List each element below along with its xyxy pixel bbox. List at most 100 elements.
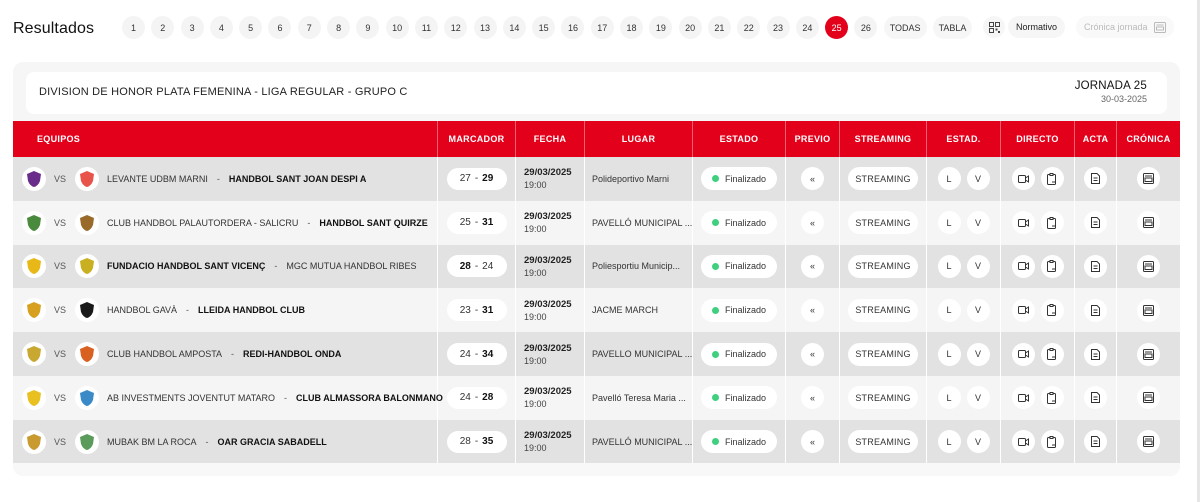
venue-cell[interactable]: Polideportivo Marni [585, 157, 693, 201]
score-pill[interactable]: 27 - 29 [446, 167, 507, 190]
streaming-button[interactable]: STREAMING [848, 298, 918, 322]
cronica-button[interactable] [1137, 386, 1160, 410]
venue-cell[interactable]: JACME MARCH [585, 288, 693, 333]
round-button-12[interactable]: 12 [444, 16, 468, 39]
acta-button[interactable] [1084, 211, 1107, 235]
live-clipboard-button[interactable] [1040, 211, 1064, 235]
local-stats-button[interactable]: L [937, 298, 961, 322]
live-clipboard-button[interactable] [1040, 342, 1064, 366]
visitor-stats-button[interactable]: V [966, 342, 990, 366]
cronica-button[interactable] [1137, 211, 1160, 235]
round-button-13[interactable]: 13 [473, 16, 497, 39]
previo-button[interactable]: « [801, 211, 824, 235]
previo-button[interactable]: « [801, 254, 824, 278]
live-video-button[interactable] [1011, 430, 1035, 454]
round-button-7[interactable]: 7 [297, 16, 321, 39]
streaming-button[interactable]: STREAMING [848, 254, 918, 278]
streaming-button[interactable]: STREAMING [848, 342, 918, 366]
page-scrollbar[interactable] [1197, 0, 1200, 502]
cronica-button[interactable] [1137, 342, 1160, 366]
round-button-14[interactable]: 14 [502, 16, 526, 39]
cronica-button[interactable] [1137, 167, 1160, 191]
qr-grid-button[interactable] [983, 16, 1005, 38]
round-button-18[interactable]: 18 [620, 16, 644, 39]
local-stats-button[interactable]: L [937, 342, 961, 366]
round-button-10[interactable]: 10 [385, 16, 409, 39]
live-video-button[interactable] [1011, 254, 1035, 278]
acta-button[interactable] [1084, 167, 1107, 191]
round-button-9[interactable]: 9 [356, 16, 380, 39]
streaming-button[interactable]: STREAMING [848, 430, 918, 454]
venue-name[interactable]: Pavelló Teresa Maria ... [592, 392, 686, 403]
acta-button[interactable] [1084, 430, 1107, 454]
streaming-button[interactable]: STREAMING [848, 386, 918, 410]
visitor-stats-button[interactable]: V [966, 386, 990, 410]
home-team-name[interactable]: CLUB HANDBOL AMPOSTA [107, 349, 223, 360]
round-button-20[interactable]: 20 [678, 16, 702, 39]
round-button-11[interactable]: 11 [414, 16, 438, 39]
visitor-stats-button[interactable]: V [966, 254, 990, 278]
round-button-16[interactable]: 16 [561, 16, 585, 39]
cronica-button[interactable] [1137, 298, 1160, 322]
live-clipboard-button[interactable] [1040, 254, 1064, 278]
round-button-15[interactable]: 15 [532, 16, 556, 39]
venue-cell[interactable]: PAVELLO MUNICIPAL ... [585, 332, 693, 376]
visitor-stats-button[interactable]: V [966, 211, 990, 235]
score-pill[interactable]: 24 - 28 [446, 386, 507, 409]
away-team-name[interactable]: HANDBOL SANT QUIRZE [319, 217, 428, 228]
live-clipboard-button[interactable] [1040, 298, 1064, 322]
normativo-button[interactable]: Normativo [1008, 16, 1066, 38]
round-button-21[interactable]: 21 [707, 16, 731, 39]
visitor-stats-button[interactable]: V [966, 430, 990, 454]
home-team-name[interactable]: AB INVESTMENTS JOVENTUT MATARO [107, 392, 276, 403]
cronica-button[interactable] [1137, 430, 1160, 454]
score-pill[interactable]: 23 - 31 [446, 299, 507, 322]
live-video-button[interactable] [1011, 386, 1035, 410]
venue-name[interactable]: PAVELLÓ MUNICIPAL ... [592, 436, 693, 447]
score-pill[interactable]: 24 - 34 [446, 343, 507, 366]
visitor-stats-button[interactable]: V [966, 167, 990, 191]
local-stats-button[interactable]: L [937, 211, 961, 235]
venue-name[interactable]: JACME MARCH [592, 305, 659, 316]
live-video-button[interactable] [1011, 211, 1035, 235]
table-row[interactable]: VS FUNDACIO HANDBOL SANT VICENÇ - MGC MU… [13, 244, 1180, 289]
round-button-3[interactable]: 3 [180, 16, 204, 39]
round-button-4[interactable]: 4 [209, 16, 233, 39]
venue-name[interactable]: PAVELLO MUNICIPAL ... [592, 349, 693, 360]
local-stats-button[interactable]: L [937, 254, 961, 278]
acta-button[interactable] [1084, 342, 1107, 366]
round-button-26[interactable]: 26 [854, 16, 878, 39]
round-button-1[interactable]: 1 [122, 16, 145, 39]
local-stats-button[interactable]: L [937, 167, 961, 191]
table-row[interactable]: VS CLUB HANDBOL AMPOSTA - REDI-HANDBOL O… [13, 332, 1180, 376]
acta-button[interactable] [1084, 298, 1107, 322]
away-team-name[interactable]: MGC MUTUA HANDBOL RIBES [286, 261, 417, 272]
score-pill[interactable]: 28 - 24 [446, 255, 507, 278]
table-row[interactable]: VS LEVANTE UDBM MARNI - HANDBOL SANT JOA… [13, 157, 1180, 201]
round-button-25[interactable]: 25 [825, 16, 849, 39]
home-team-name[interactable]: CLUB HANDBOL PALAUTORDERA - SALICRU [107, 217, 299, 228]
previo-button[interactable]: « [801, 342, 824, 366]
away-team-name[interactable]: HANDBOL SANT JOAN DESPI A [228, 173, 367, 184]
away-team-name[interactable]: CLUB ALMASSORA BALONMANO [296, 392, 443, 403]
away-team-name[interactable]: LLEIDA HANDBOL CLUB [198, 305, 306, 316]
previo-button[interactable]: « [801, 298, 824, 322]
table-row[interactable]: VS MUBAK BM LA ROCA - OAR GRACIA SABADEL… [13, 419, 1180, 464]
acta-button[interactable] [1084, 254, 1107, 278]
tabla-button[interactable]: TABLA [932, 16, 973, 39]
round-button-19[interactable]: 19 [649, 16, 673, 39]
home-team-name[interactable]: FUNDACIO HANDBOL SANT VICENÇ [107, 261, 266, 272]
away-team-name[interactable]: REDI-HANDBOL ONDA [243, 349, 342, 360]
round-button-24[interactable]: 24 [795, 16, 819, 39]
table-row[interactable]: VS CLUB HANDBOL PALAUTORDERA - SALICRU -… [13, 200, 1180, 245]
previo-button[interactable]: « [801, 430, 824, 454]
venue-cell[interactable]: PAVELLÓ MUNICIPAL ... [585, 419, 693, 464]
table-row[interactable]: VS AB INVESTMENTS JOVENTUT MATARO - CLUB… [13, 375, 1180, 420]
todas-button[interactable]: TODAS [883, 16, 927, 39]
round-button-8[interactable]: 8 [327, 16, 351, 39]
streaming-button[interactable]: STREAMING [848, 211, 918, 235]
venue-cell[interactable]: Poliesportiu Municip... [585, 244, 693, 289]
live-video-button[interactable] [1011, 298, 1035, 322]
venue-name[interactable]: PAVELLÓ MUNICIPAL ... [592, 217, 693, 228]
home-team-name[interactable]: HANDBOL GAVÀ [107, 305, 178, 316]
